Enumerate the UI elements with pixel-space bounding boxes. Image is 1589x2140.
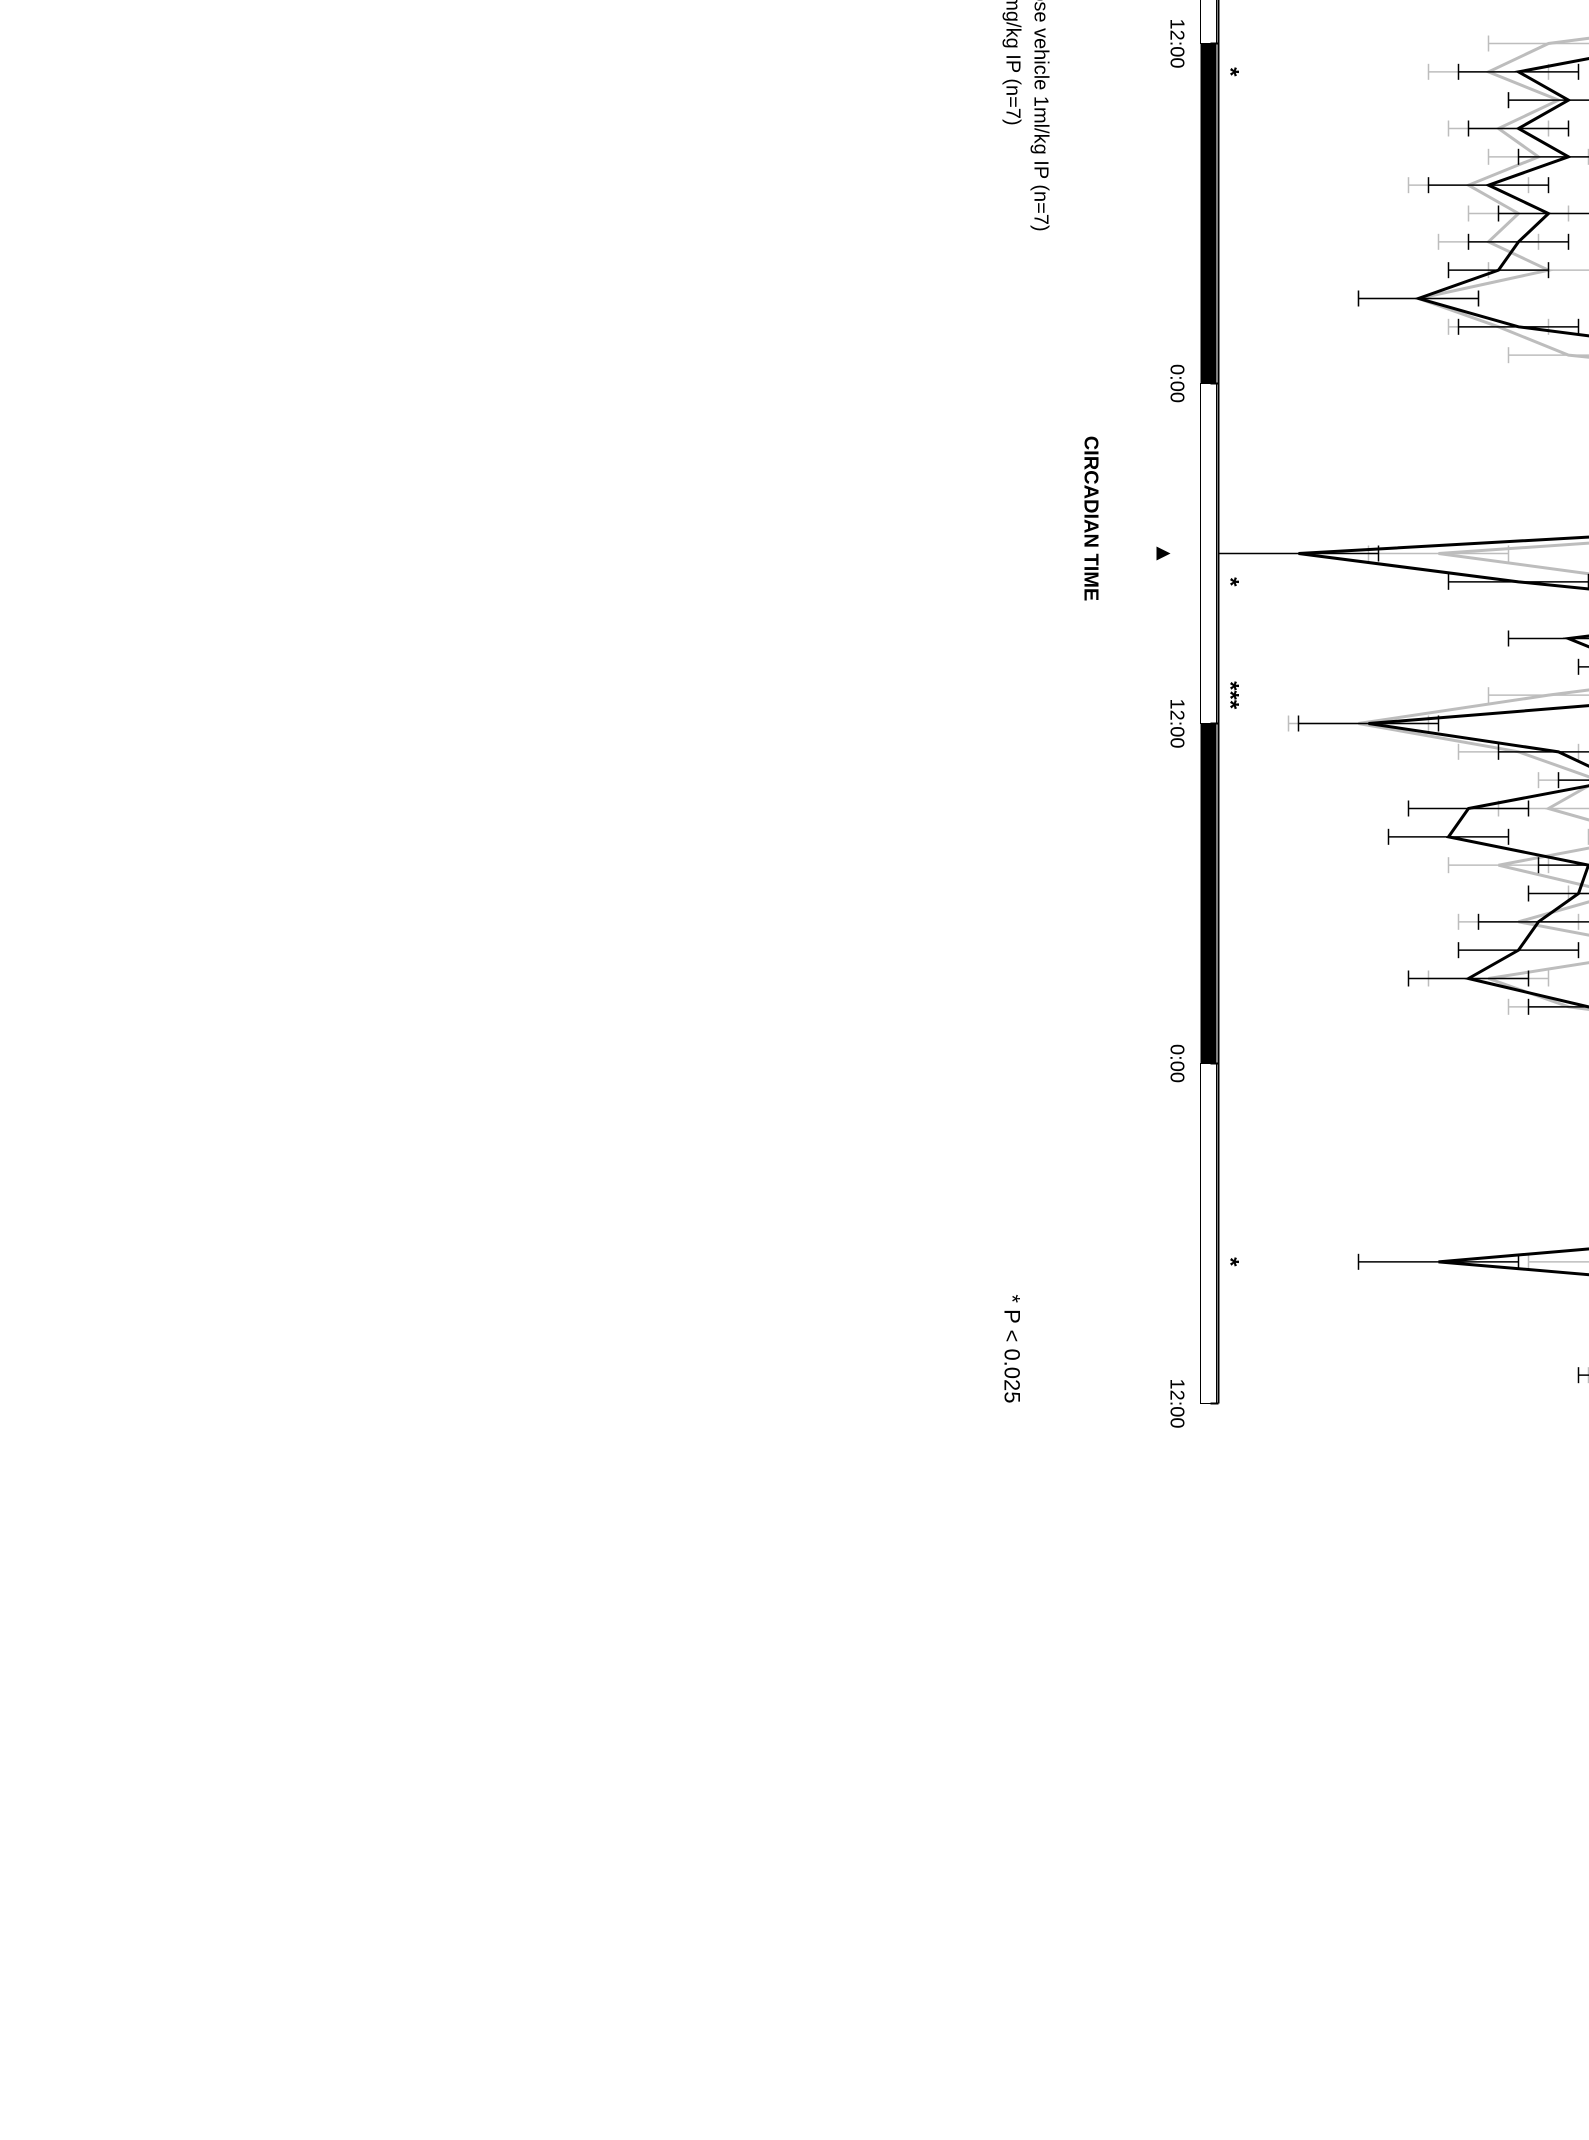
p-value-note: * P < 0.025: [999, 1294, 1025, 1403]
series-line: [1359, 0, 1589, 1404]
x-tick-label: 0:00: [1166, 364, 1188, 403]
x-axis-label: CIRCADIAN TIME: [1079, 436, 1102, 602]
significance-marker: *: [1217, 1257, 1244, 1267]
light-phase-bar: [1201, 1064, 1217, 1404]
significance-marker: *: [1217, 67, 1244, 77]
injection-marker-icon: ▲: [1151, 542, 1177, 566]
dark-phase-bar: [1201, 724, 1217, 1064]
x-tick-label: 12:00: [1166, 698, 1188, 748]
x-tick-label: 0:00: [1166, 1044, 1188, 1083]
legend-label: (B) mm-CPP 10mg/kg IP (n=7): [1001, 0, 1024, 126]
light-phase-bar: [1201, 384, 1217, 724]
series-line: [1299, 0, 1589, 1404]
legend-row: (A) Methylcellulose vehicle 1ml/kg IP (n…: [1027, 0, 1055, 232]
x-tick-label: 12:00: [1166, 1378, 1188, 1428]
legend-row: (B) mm-CPP 10mg/kg IP (n=7): [999, 0, 1027, 232]
legend-label: (A) Methylcellulose vehicle 1ml/kg IP (n…: [1029, 0, 1052, 232]
chart-svg: 0204060800:0012:000:0012:000:0012:00****…: [1119, 0, 1589, 1444]
dark-phase-bar: [1201, 44, 1217, 384]
legend: (A) Methylcellulose vehicle 1ml/kg IP (n…: [999, 0, 1055, 232]
significance-marker: ***: [1217, 681, 1244, 710]
chart-container: NREM SLEEP (%)NREM PER HOUR CIRCADIAN TI…: [1119, 0, 1589, 1444]
significance-marker: *: [1217, 577, 1244, 587]
light-phase-bar: [1201, 0, 1217, 44]
x-tick-label: 12:00: [1166, 18, 1188, 68]
